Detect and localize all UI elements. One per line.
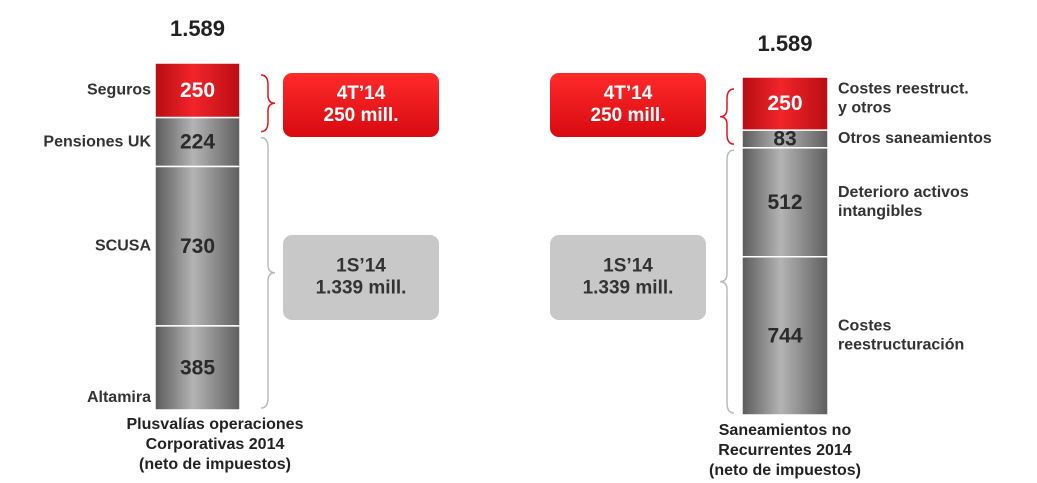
annotation-text: 4T’14 [604, 83, 653, 104]
value-label: 730 [180, 235, 215, 258]
value-label: 744 [767, 324, 802, 347]
axis-caption: (neto de impuestos) [139, 456, 291, 473]
brace [260, 74, 276, 133]
category-label: Costes reestruct. [838, 81, 969, 98]
brace [260, 136, 276, 409]
brace [719, 149, 735, 414]
category-label: reestructuración [838, 337, 964, 354]
value-label: 250 [767, 92, 802, 115]
category-label: intangibles [838, 203, 923, 220]
axis-caption: (neto de impuestos) [709, 462, 861, 479]
annotation-text: 1.339 mill. [316, 278, 407, 299]
annotation-text: 250 mill. [324, 105, 399, 126]
bar-segment [741, 255, 829, 416]
bar-segment [154, 62, 241, 119]
category-label: Seguros [87, 82, 151, 99]
value-label: 250 [180, 79, 215, 102]
category-label: Altamira [87, 389, 151, 406]
annotation-box [550, 73, 706, 137]
annotation-text: 4T’14 [337, 83, 386, 104]
bar-segment [154, 165, 241, 327]
bar-segment [154, 325, 241, 411]
axis-caption: Recurrentes 2014 [718, 442, 852, 459]
annotation-box [283, 235, 439, 320]
axis-caption: Plusvalías operaciones [127, 416, 304, 433]
category-label: SCUSA [95, 237, 151, 254]
category-label: Deterioro activos [838, 184, 969, 201]
axis-caption: Saneamientos no [719, 422, 852, 439]
total-label: 1.589 [757, 31, 812, 56]
axis-caption: Corporativas 2014 [146, 436, 285, 453]
value-label: 385 [180, 357, 215, 380]
annotation-box [283, 73, 439, 137]
annotation-text: 1S’14 [603, 256, 653, 277]
value-label: 83 [773, 128, 796, 151]
category-label: Pensiones UK [43, 133, 151, 150]
value-label: 512 [767, 191, 802, 214]
brace [719, 88, 735, 145]
category-label: Otros saneamientos [838, 130, 992, 147]
bar-segment [741, 147, 829, 258]
annotation-text: 1S’14 [336, 256, 386, 277]
annotation-box [550, 235, 706, 320]
value-label: 224 [180, 131, 215, 154]
total-label: 1.589 [170, 16, 225, 41]
annotation-text: 1.339 mill. [583, 278, 674, 299]
category-label: Costes [838, 318, 891, 335]
annotation-text: 250 mill. [591, 105, 666, 126]
category-label: y otros [838, 100, 891, 117]
bar-segment [154, 116, 241, 168]
